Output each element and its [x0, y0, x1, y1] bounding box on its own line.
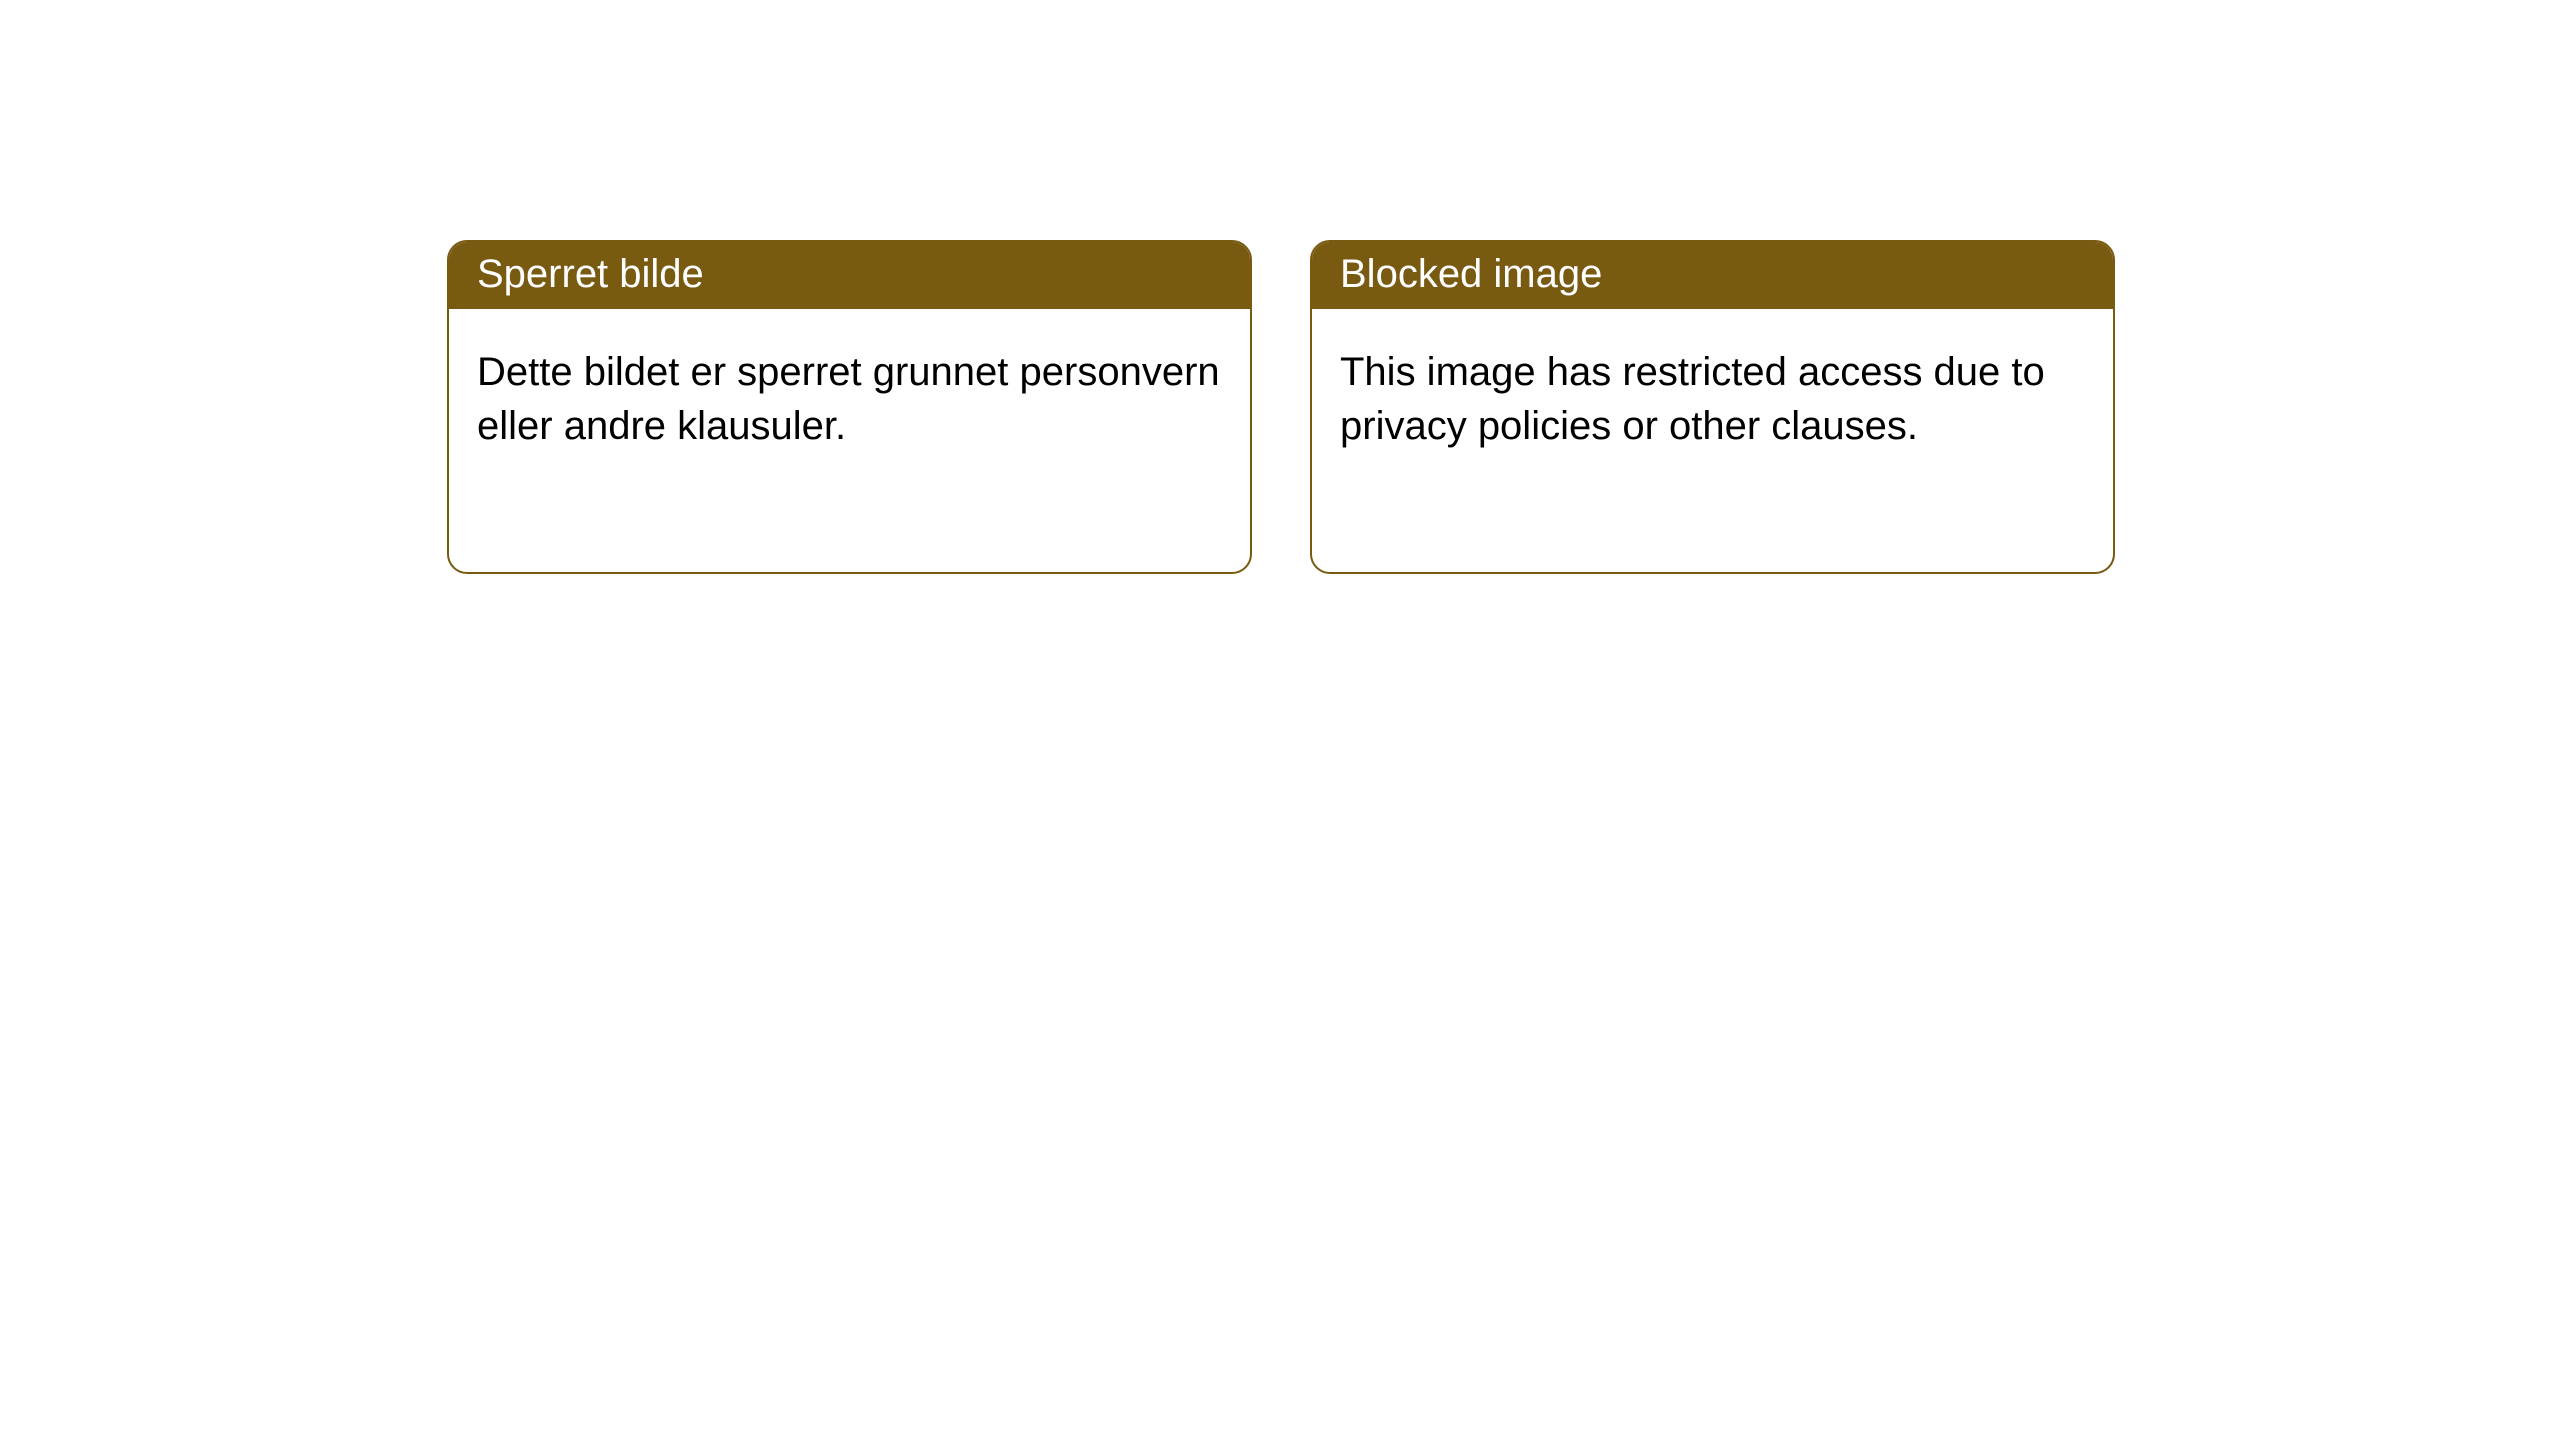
- card-title: Sperret bilde: [477, 252, 704, 296]
- notice-cards-container: Sperret bilde Dette bildet er sperret gr…: [447, 240, 2115, 574]
- card-header: Sperret bilde: [449, 242, 1250, 309]
- card-title: Blocked image: [1340, 252, 1602, 296]
- card-body-text: This image has restricted access due to …: [1340, 350, 2045, 448]
- notice-card-norwegian: Sperret bilde Dette bildet er sperret gr…: [447, 240, 1252, 574]
- card-body: Dette bildet er sperret grunnet personve…: [449, 309, 1250, 489]
- card-body-text: Dette bildet er sperret grunnet personve…: [477, 350, 1220, 448]
- card-header: Blocked image: [1312, 242, 2113, 309]
- notice-card-english: Blocked image This image has restricted …: [1310, 240, 2115, 574]
- card-body: This image has restricted access due to …: [1312, 309, 2113, 489]
